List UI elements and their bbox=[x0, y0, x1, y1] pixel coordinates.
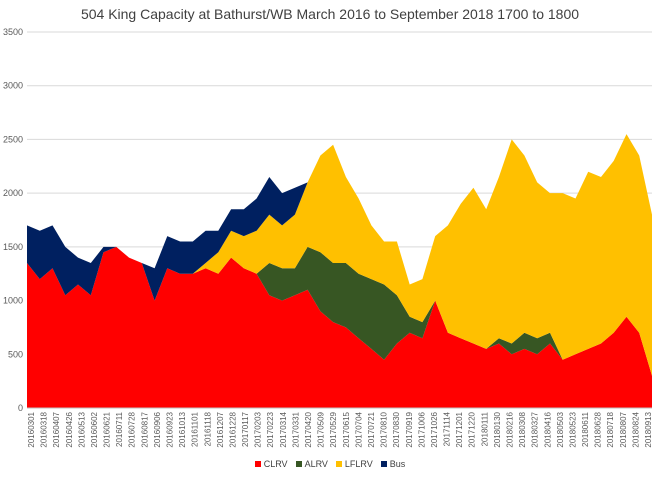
x-tick-label: 20160426 bbox=[65, 411, 74, 447]
x-tick-label: 20160817 bbox=[140, 411, 149, 447]
x-tick-label: 20170509 bbox=[317, 411, 326, 447]
x-tick-label: 20170223 bbox=[266, 411, 275, 447]
x-tick-label: 20180824 bbox=[631, 411, 640, 447]
x-tick-label: 20180503 bbox=[556, 411, 565, 447]
x-tick-label: 20160728 bbox=[128, 411, 137, 447]
x-tick-label: 20180416 bbox=[543, 411, 552, 447]
y-tick-label: 3000 bbox=[3, 81, 23, 91]
x-tick-label: 20180807 bbox=[619, 411, 628, 447]
x-tick-label: 20170919 bbox=[405, 411, 414, 447]
x-tick-label: 20180913 bbox=[644, 411, 653, 447]
legend-item: LFLRV bbox=[335, 459, 373, 469]
x-tick-label: 20170810 bbox=[380, 411, 389, 447]
x-tick-label: 20160318 bbox=[40, 411, 49, 447]
y-tick-label: 3500 bbox=[3, 27, 23, 37]
y-tick-label: 1500 bbox=[3, 242, 23, 252]
x-tick-label: 20160602 bbox=[90, 411, 99, 447]
legend-swatch bbox=[295, 461, 302, 467]
x-tick-label: 20180327 bbox=[531, 411, 540, 447]
legend: CLRV ALRV LFLRV Bus bbox=[0, 459, 660, 469]
x-tick-label: 20180111 bbox=[480, 411, 489, 446]
chart-title: 504 King Capacity at Bathurst/WB March 2… bbox=[80, 6, 580, 22]
y-tick-label: 2500 bbox=[3, 134, 23, 144]
x-tick-label: 20180216 bbox=[506, 411, 515, 447]
x-tick-label: 20160711 bbox=[115, 411, 124, 447]
x-tick-label: 20180523 bbox=[568, 411, 577, 447]
legend-item: CLRV bbox=[254, 459, 288, 469]
legend-label: Bus bbox=[389, 459, 406, 469]
x-tick-label: 20160906 bbox=[153, 411, 162, 447]
stacked-areas bbox=[27, 134, 652, 408]
x-tick-label: 20161228 bbox=[229, 411, 238, 447]
x-tick-label: 20171026 bbox=[430, 411, 439, 447]
x-tick-label: 20180718 bbox=[606, 411, 615, 447]
x-tick-label: 20171114 bbox=[443, 411, 452, 446]
x-tick-label: 20170117 bbox=[241, 411, 250, 447]
x-tick-label: 20160513 bbox=[77, 411, 86, 447]
area-alrv bbox=[27, 246, 652, 376]
x-tick-label: 20171220 bbox=[468, 411, 477, 447]
axes: 0 500 1000 1500 2000 2500 3000 3500 20160301 2016… bbox=[3, 27, 653, 448]
legend-swatch bbox=[254, 461, 261, 467]
area-clrv bbox=[27, 246, 652, 408]
y-tick-label: 1000 bbox=[3, 296, 23, 306]
x-tick-label: 20160407 bbox=[52, 411, 61, 447]
x-tick-label: 20171201 bbox=[455, 411, 464, 447]
x-tick-label: 20161013 bbox=[178, 411, 187, 447]
x-tick-label: 20171006 bbox=[417, 411, 426, 447]
x-tick-label: 20160301 bbox=[27, 411, 36, 447]
x-tick-label: 20180308 bbox=[518, 411, 527, 447]
x-tick-label: 20170331 bbox=[291, 411, 300, 447]
area-bus bbox=[27, 134, 652, 301]
x-tick-label: 20180628 bbox=[594, 411, 603, 447]
x-tick-label: 20170314 bbox=[279, 411, 288, 447]
y-tick-label: 2000 bbox=[3, 188, 23, 198]
area-lflrv bbox=[27, 134, 652, 376]
x-tick-label: 20170704 bbox=[354, 411, 363, 447]
legend-label: LFLRV bbox=[344, 459, 373, 469]
x-tick-label: 20170721 bbox=[367, 411, 376, 447]
legend-label: ALRV bbox=[304, 459, 328, 469]
x-tick-label: 20170830 bbox=[392, 411, 401, 447]
legend-swatch bbox=[380, 461, 387, 467]
legend-label: CLRV bbox=[263, 459, 288, 469]
legend-item: ALRV bbox=[295, 459, 328, 469]
x-tick-label: 20161101 bbox=[191, 411, 200, 447]
x-tick-label: 20160621 bbox=[103, 411, 112, 447]
x-tick-label: 20170203 bbox=[254, 411, 263, 447]
x-tick-label: 20160923 bbox=[166, 411, 175, 447]
x-tick-label: 20170529 bbox=[329, 411, 338, 447]
x-tick-label: 20161207 bbox=[216, 411, 225, 447]
y-tick-label: 0 bbox=[18, 403, 23, 413]
legend-swatch bbox=[335, 461, 342, 467]
y-tick-label: 500 bbox=[8, 349, 23, 359]
x-tick-label: 20180130 bbox=[493, 411, 502, 447]
legend-item: Bus bbox=[380, 459, 406, 469]
x-tick-label: 20170615 bbox=[342, 411, 351, 447]
x-tick-label: 20170420 bbox=[304, 411, 313, 447]
x-tick-label: 20161118 bbox=[203, 411, 212, 446]
x-tick-label: 20180611 bbox=[581, 411, 590, 447]
